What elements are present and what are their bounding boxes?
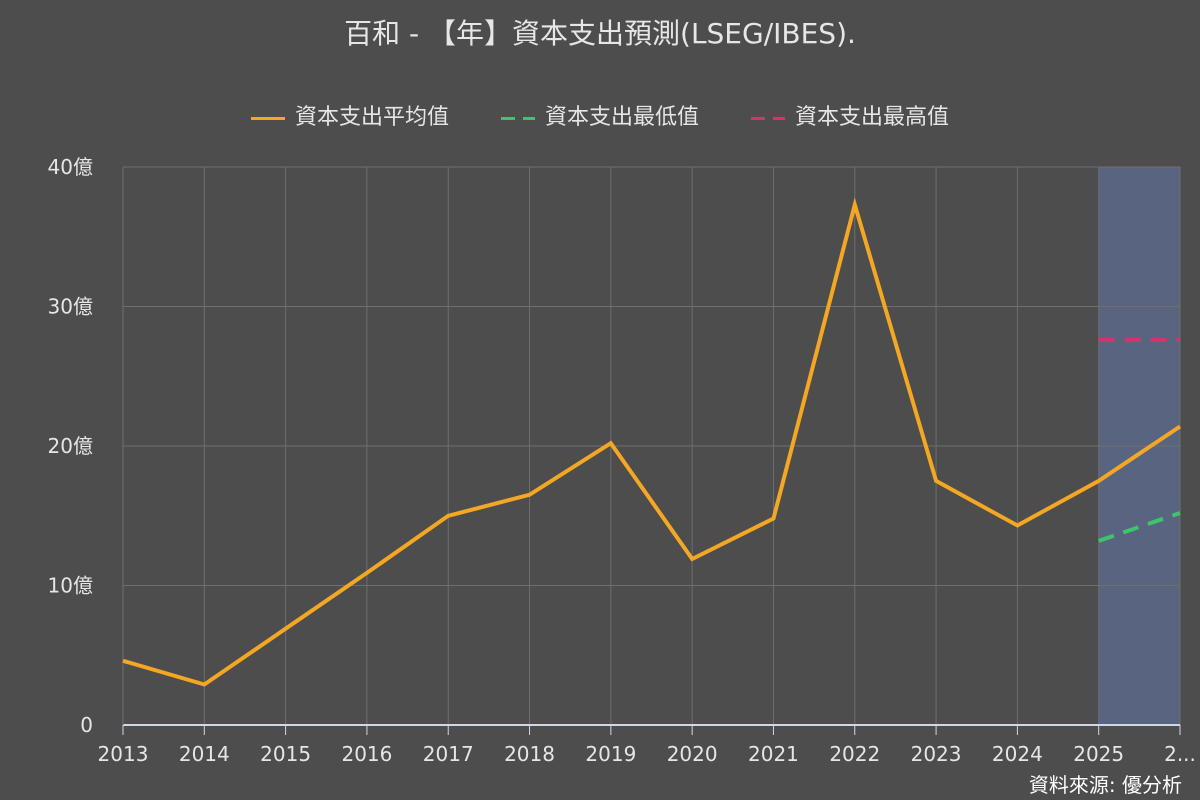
legend-label-average: 資本支出平均值 <box>294 105 449 130</box>
source-credit: 資料來源: 優分析 <box>1028 773 1182 797</box>
x-tick-label: 2023 <box>911 742 962 766</box>
x-tick-label: 2015 <box>260 742 311 766</box>
legend-item-maximum[interactable]: 資本支出最高值 <box>751 102 949 134</box>
series-line-1 <box>1098 511 1181 543</box>
y-tick-label: 30億 <box>48 295 93 319</box>
legend-label-minimum: 資本支出最低值 <box>544 105 699 130</box>
y-tick-label: 20億 <box>48 434 93 458</box>
y-tick-label: 0 <box>80 713 93 737</box>
x-tick-label: 2022 <box>829 742 880 766</box>
x-tick-label: 2013 <box>98 742 149 766</box>
series-line-0 <box>122 197 1182 687</box>
legend-swatch-maximum <box>751 116 785 120</box>
y-tick-label: 10億 <box>48 574 93 598</box>
legend-item-average[interactable]: 資本支出平均值 <box>250 102 449 134</box>
x-tick-label: 2017 <box>423 742 474 766</box>
x-tick-label: 2018 <box>504 742 555 766</box>
legend-swatch-minimum <box>500 116 535 120</box>
legend-item-minimum[interactable]: 資本支出最低值 <box>500 102 699 134</box>
x-tick-label: 2016 <box>341 742 392 766</box>
x-tick-label: 2021 <box>748 742 799 766</box>
legend-label-maximum: 資本支出最高值 <box>795 105 950 130</box>
x-tick-label: 2... <box>1164 742 1196 766</box>
x-tick-label: 2025 <box>1073 742 1124 766</box>
x-tick-label: 2024 <box>992 742 1043 766</box>
x-tick-label: 2014 <box>179 742 230 766</box>
x-tick-label: 2019 <box>585 742 636 766</box>
chart-legend: 資本支出平均值 資本支出最低值 資本支出最高值 <box>0 102 1200 134</box>
x-tick-label: 2020 <box>667 742 718 766</box>
legend-swatch-average <box>250 116 285 120</box>
y-tick-label: 40億 <box>48 155 93 179</box>
chart-title: 百和 - 【年】資本支出預測(LSEG/IBES). <box>344 17 856 50</box>
